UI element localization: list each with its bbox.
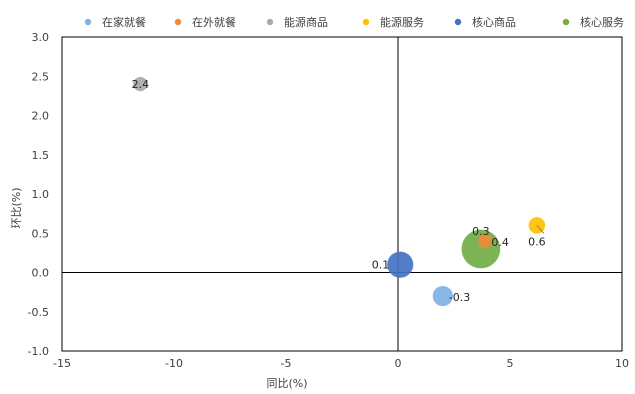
legend-item[interactable]: 核心服务 — [562, 15, 624, 29]
x-tick-label: 0 — [395, 357, 402, 370]
y-tick-label: 1.0 — [32, 188, 50, 201]
label-leader-line — [536, 225, 545, 234]
data-label: -0.3 — [449, 291, 470, 304]
data-label: 2.4 — [132, 78, 150, 91]
bubble — [133, 76, 148, 92]
y-tick-label: -1.0 — [28, 345, 49, 358]
data-label: 0.1 — [372, 259, 390, 272]
legend-marker — [454, 18, 462, 26]
x-tick-label: -10 — [165, 357, 183, 370]
legend-item[interactable]: 核心商品 — [454, 15, 516, 29]
data-labels: -0.3 0.4 2.4 0.6 0.1 0.3 — [132, 78, 546, 304]
y-tick-label: 1.5 — [32, 149, 50, 162]
data-label: 0.6 — [528, 235, 546, 248]
x-tick-label: 5 — [507, 357, 514, 370]
y-axis-title: 环比(%) — [10, 187, 23, 228]
axes — [62, 37, 622, 351]
y-tick-label: 0.5 — [32, 227, 50, 240]
x-tick-label: -5 — [281, 357, 292, 370]
y-tick-label: -0.5 — [28, 306, 49, 319]
legend-label: 在外就餐 — [192, 15, 236, 29]
y-tick-label: 2.0 — [32, 110, 50, 123]
bubbles — [133, 76, 546, 307]
legend-item[interactable]: 能源商品 — [266, 15, 328, 29]
y-tick-label: 3.0 — [32, 31, 50, 44]
legend-label: 能源服务 — [380, 15, 424, 29]
legend-item[interactable]: 在家就餐 — [84, 15, 146, 29]
bubble — [387, 251, 414, 278]
plot-area-frame — [61, 36, 623, 352]
data-label: 0.4 — [491, 236, 509, 249]
y-tick-label: 0.0 — [32, 267, 50, 280]
x-axis-title: 同比(%) — [266, 377, 307, 390]
legend-marker — [84, 18, 92, 26]
legend-item[interactable]: 在外就餐 — [174, 15, 236, 29]
legend-marker — [174, 18, 182, 26]
tick-labels: -15 -10 -5 0 5 10 -1.0 -0.5 0.0 0.5 1.0 1.5 2.0 2.5 3.… — [28, 31, 629, 370]
legend-marker — [562, 18, 570, 26]
x-tick-label: -15 — [53, 357, 71, 370]
legend: 在家就餐 在外就餐 能源商品 能源服务 核心商品 核心服务 — [84, 15, 624, 29]
legend-label: 核心商品 — [472, 15, 516, 29]
legend-label: 核心服务 — [580, 15, 624, 29]
legend-marker — [362, 18, 370, 26]
legend-marker — [266, 18, 274, 26]
data-label: 0.3 — [472, 225, 490, 238]
legend-label: 能源商品 — [284, 15, 328, 29]
bubble — [478, 233, 493, 249]
x-tick-label: 10 — [615, 357, 629, 370]
legend-item[interactable]: 能源服务 — [362, 15, 424, 29]
y-tick-label: 2.5 — [32, 70, 50, 83]
legend-label: 在家就餐 — [102, 15, 146, 29]
bubble — [432, 285, 453, 307]
